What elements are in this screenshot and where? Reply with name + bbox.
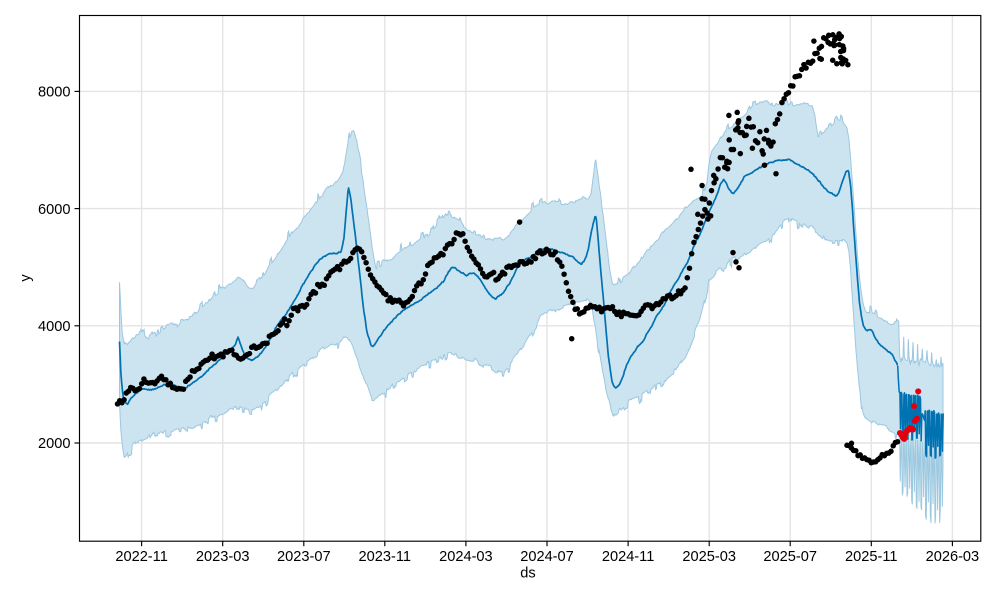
svg-text:2025-07: 2025-07 <box>763 549 817 565</box>
svg-text:2025-03: 2025-03 <box>682 549 736 565</box>
svg-text:2024-07: 2024-07 <box>520 549 574 565</box>
svg-text:2024-11: 2024-11 <box>602 549 654 565</box>
svg-text:8000: 8000 <box>38 85 70 101</box>
svg-text:2023-03: 2023-03 <box>196 549 250 565</box>
svg-text:2023-07: 2023-07 <box>277 549 331 565</box>
svg-text:ds: ds <box>520 566 535 582</box>
svg-text:4000: 4000 <box>38 319 70 335</box>
svg-text:y: y <box>18 274 34 282</box>
svg-text:2024-03: 2024-03 <box>439 549 493 565</box>
svg-text:2023-11: 2023-11 <box>359 549 411 565</box>
svg-text:2000: 2000 <box>38 436 70 452</box>
svg-text:2025-11: 2025-11 <box>845 549 897 565</box>
svg-text:2026-03: 2026-03 <box>926 549 980 565</box>
svg-text:6000: 6000 <box>38 202 70 218</box>
svg-text:2022-11: 2022-11 <box>115 549 167 565</box>
